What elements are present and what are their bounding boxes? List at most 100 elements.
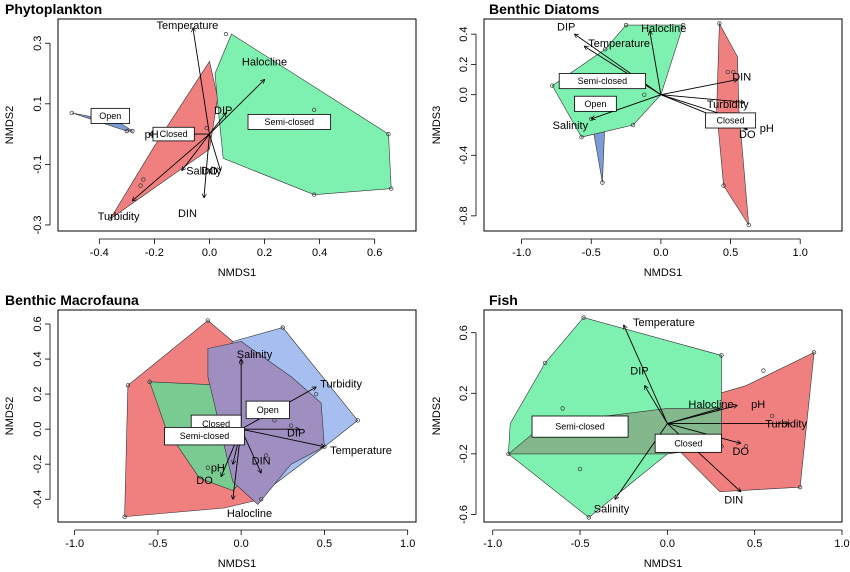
vector-label-temperature: Temperature: [633, 317, 695, 329]
vector-temperature: [193, 28, 210, 135]
vector-label-dip: DIP: [557, 22, 575, 34]
site-point: [263, 453, 269, 458]
x-axis-title: NMDS1: [644, 267, 683, 279]
x-axis-title: NMDS1: [218, 558, 257, 570]
vector-salinity: [591, 94, 662, 119]
vector-label-temperature: Temperature: [157, 20, 219, 32]
vector-label-do: DO: [196, 475, 213, 487]
site-point: [811, 350, 817, 355]
vector-label-ph: pH: [751, 399, 765, 411]
x-tick-label: -1.0: [512, 247, 531, 259]
x-axis: -0.4 -0.2 0.0 0.2 0.4 0.6: [90, 238, 382, 259]
y-tick-label: -0.4: [458, 146, 470, 165]
site-point: [581, 315, 586, 320]
vector-do: [667, 423, 740, 444]
vector-ph: [667, 405, 737, 425]
vector-label-do: DO: [732, 446, 749, 458]
vector-label-dip: DIP: [287, 428, 305, 440]
site-point: [355, 418, 360, 423]
group-label-semi-closed: Semi-closed: [555, 422, 605, 432]
x-tick-label: -1.0: [483, 538, 502, 550]
y-axis: -0.6 -0.2 0.2 0.6: [458, 325, 477, 524]
group-label-semi-closed: Semi-closed: [180, 431, 230, 441]
vector-label-halocline: Halocline: [227, 508, 272, 520]
panel-benthic-macrofauna: Benthic Macrofauna Open Closed Semi-closed S…: [4, 292, 417, 570]
y-axis: -0.3 -0.1 0.1 0.3: [32, 36, 51, 234]
site-point: [122, 514, 127, 519]
y-tick-label: 0.2: [458, 386, 470, 401]
vector-salinity: [182, 133, 210, 170]
vector-dip: [209, 113, 226, 135]
site-point: [725, 69, 730, 75]
vector-temperature: [584, 46, 662, 96]
vector-label-din: DIN: [724, 494, 743, 506]
y-tick-label: 0.6: [32, 316, 44, 331]
vector-label-temperature: Temperature: [330, 445, 392, 457]
y-tick-label: 0.1: [32, 96, 44, 111]
site-point: [579, 134, 584, 140]
panel-benthic-diatoms: Benthic Diatoms Semi-closed Open Closed DIP T…: [431, 1, 843, 279]
plot-frame: [57, 18, 417, 232]
vector-label-salinity: Salinity: [186, 165, 222, 177]
y-tick-label: 0.2: [458, 57, 470, 72]
y-tick-label: -0.3: [32, 215, 44, 234]
site-point: [560, 406, 565, 411]
site-point: [746, 222, 751, 228]
x-tick-label: 0.2: [257, 247, 272, 259]
vector-temperature: [241, 428, 324, 447]
plot-frame: [57, 309, 417, 523]
vector-dip: [575, 34, 662, 96]
vector-label-turbidity: Turbidity: [707, 99, 749, 111]
vector-turbidity: [660, 94, 745, 103]
x-axis-title: NMDS1: [644, 558, 683, 570]
vector-label-salinity: Salinity: [237, 349, 273, 361]
group-label-box-closed: [152, 126, 195, 142]
panel-title: Fish: [489, 292, 518, 308]
vector-label-dip: DIP: [630, 366, 648, 378]
site-point: [311, 107, 317, 113]
site-point: [288, 423, 294, 428]
site-point: [138, 183, 143, 188]
site-point: [550, 83, 555, 88]
x-tick-label: 0.6: [367, 247, 382, 259]
site-point: [630, 122, 636, 128]
vector-din: [204, 134, 210, 198]
site-point: [743, 444, 749, 449]
x-axis: -1.0 -0.5 0.0 0.5 1.0: [483, 529, 850, 550]
site-point: [389, 186, 394, 191]
y-tick-label: -0.4: [32, 490, 44, 509]
vector-label-din: DIN: [252, 456, 271, 468]
vector-label-do: DO: [201, 165, 218, 177]
site-point: [542, 360, 548, 366]
y-axis: -0.8 -0.4 0.0 0.2 0.4: [458, 26, 477, 225]
panel-fish: Fish Semi-closed Closed Temperature DIP Haloc…: [431, 292, 850, 570]
site-point: [731, 69, 736, 75]
vector-label-halocline: Halocline: [688, 399, 733, 411]
x-tick-label: 0.0: [660, 538, 675, 550]
x-tick-label: 0.0: [234, 538, 249, 550]
site-point: [69, 110, 74, 116]
site-point: [311, 192, 317, 197]
vector-dip: [645, 386, 668, 424]
vector-label-dip: DIP: [214, 105, 232, 117]
vector-label-ph: pH: [760, 123, 774, 135]
site-point: [108, 216, 113, 222]
y-tick-label: -0.6: [458, 505, 470, 524]
site-point: [124, 128, 129, 134]
y-tick-label: -0.2: [32, 455, 44, 474]
site-point: [642, 92, 647, 97]
vector-label-turbidity: Turbidity: [320, 379, 362, 391]
site-point: [386, 131, 391, 137]
group-label-closed: Closed: [202, 419, 230, 429]
group-label-semi-closed: Semi-closed: [578, 76, 628, 86]
x-tick-label: 0.5: [723, 247, 738, 259]
x-tick-label: 0.4: [312, 247, 327, 259]
site-point: [130, 128, 135, 134]
site-point: [313, 391, 319, 397]
plot-frame: [483, 309, 843, 523]
group-label-box-closed: [705, 112, 757, 129]
vector-halocline: [650, 31, 662, 95]
y-tick-label: 0.4: [32, 351, 44, 366]
vector-label-din: DIN: [732, 72, 751, 84]
